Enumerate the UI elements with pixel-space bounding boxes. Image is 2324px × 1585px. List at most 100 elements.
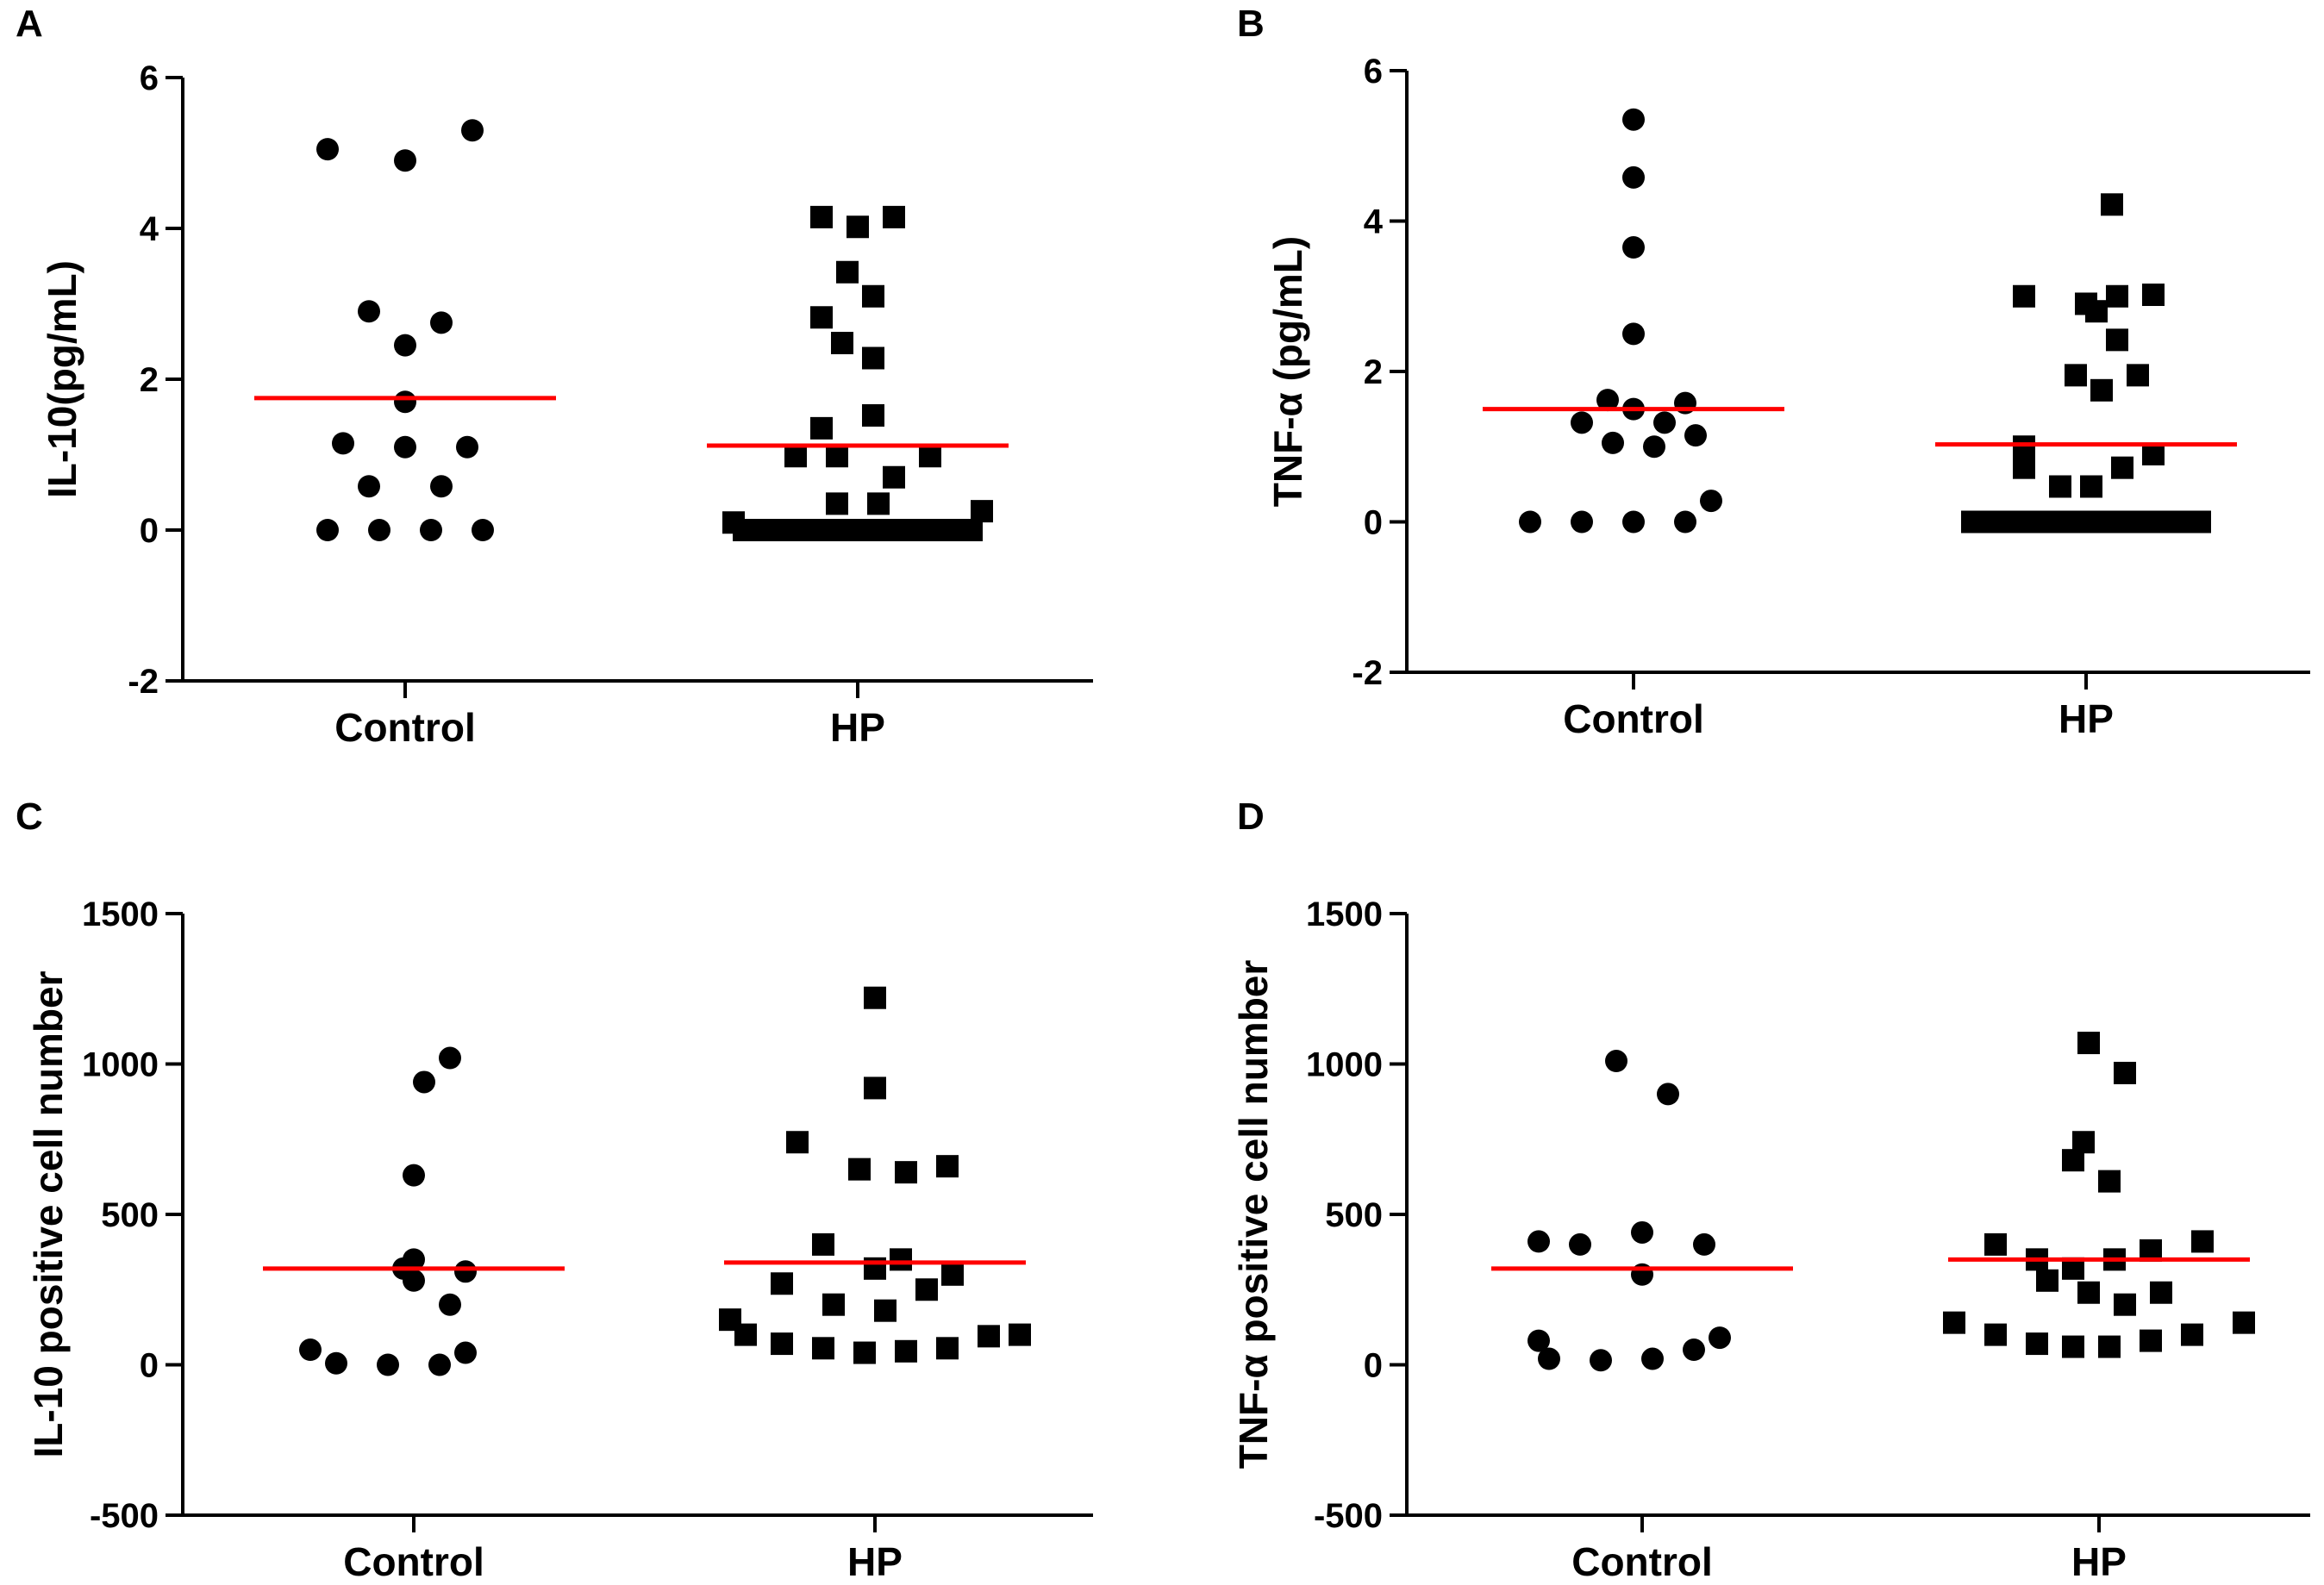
x-category-label: Control [1563,696,1704,741]
y-axis-title: IL-10 positive cell number [26,970,71,1457]
data-point-square [2142,284,2165,307]
data-point-square [978,1325,1000,1348]
data-point-circle [403,1269,425,1292]
data-point-square [2114,1293,2136,1316]
data-point-circle [394,390,416,414]
y-tick-label: 0 [1364,504,1383,542]
data-point-circle [377,1353,399,1376]
data-point-circle [1519,510,1541,534]
data-point-square [940,519,962,541]
data-point-circle [1683,1339,1705,1362]
data-point-square [2106,510,2128,534]
data-point-circle [1622,236,1645,259]
data-point-square [848,1158,871,1181]
data-point-square [862,404,884,427]
data-point-square [771,1272,793,1295]
data-point-square [2127,364,2149,387]
data-point-square [1982,510,2004,534]
data-point-square [2065,510,2087,534]
data-point-square [1943,1311,1965,1334]
data-point-square [867,492,890,515]
x-category-label: Control [334,705,476,750]
data-point-square [2127,510,2149,534]
data-point-square [734,1323,757,1346]
data-point-square [2049,475,2071,498]
data-point-square [2098,1335,2121,1358]
data-point-circle [1605,1050,1627,1073]
data-point-square [836,519,859,541]
data-point-circle [394,334,416,357]
data-point-square [1009,1323,1031,1346]
data-point-square [857,519,879,541]
data-point-circle [430,475,453,498]
data-point-circle [1622,510,1645,534]
data-point-square [836,260,859,284]
panel-letter: C [16,796,43,838]
data-point-circle [1700,490,1722,513]
data-point-square [826,492,848,515]
y-tick-label: 1500 [1306,895,1383,933]
data-point-square [915,1278,938,1301]
data-point-circle [1684,424,1707,447]
data-point-circle [394,435,416,459]
data-point-square [2062,1149,2084,1172]
data-point-square [826,445,848,468]
data-point-square [1961,510,1984,534]
data-point-circle [299,1339,322,1362]
data-point-circle [461,119,484,142]
data-point-circle [1653,411,1676,434]
y-axis-title: TNF-α positive cell number [1231,960,1276,1470]
data-point-square [2080,475,2102,498]
y-tick-label: 500 [1325,1196,1383,1234]
data-point-circle [430,311,453,334]
data-point-square [2013,456,2035,479]
data-point-circle [316,138,339,161]
panel-b: B -2 0 2 4 6 Control HP TNF-α (pg/mL) [1237,3,2310,741]
data-point-square [784,445,807,468]
data-point-circle [1590,1349,1612,1372]
data-point-circle [1622,322,1645,346]
x-category-label: HP [2071,1539,2127,1584]
data-point-square [2065,364,2087,387]
y-tick-label: 2 [1364,353,1383,391]
y-tick-label: 2 [140,361,159,399]
y-tick-label: -500 [90,1497,159,1535]
data-point-square [2147,510,2170,534]
data-point-square [1984,1232,2007,1256]
data-point-square [2085,510,2108,534]
y-tick-label: 1000 [1306,1046,1383,1084]
y-tick-label: 500 [101,1196,159,1234]
data-point-circle [1596,389,1619,412]
data-point-square [2106,328,2128,352]
data-point-square [2168,510,2190,534]
data-point-square [919,519,941,541]
y-tick-label: 1000 [82,1046,159,1084]
y-tick-label: 0 [1364,1347,1383,1385]
data-point-square [883,205,905,228]
data-point-square [862,346,884,370]
y-tick-label: -2 [128,663,159,701]
data-point-square [2189,510,2211,534]
data-point-square [895,1161,917,1184]
data-point-square [2036,1269,2058,1292]
data-point-square [810,306,833,329]
data-point-square [2114,1061,2136,1084]
data-point-square [753,519,776,541]
data-point-square [847,215,869,239]
data-point-square [864,986,886,1009]
data-point-circle [1527,1230,1550,1253]
data-point-square [810,416,833,440]
data-point-square [895,1339,917,1363]
data-point-circle [1622,165,1645,189]
data-point-square [733,519,755,541]
y-tick-label: 4 [140,210,159,248]
x-category-label: HP [847,1539,903,1584]
data-point-square [2090,378,2113,402]
data-point-circle [316,519,339,541]
data-point-square [2098,1170,2121,1193]
data-point-circle [325,1351,347,1375]
x-category-label: HP [830,705,885,750]
y-axis-title: IL-10(pg/mL) [40,260,84,498]
data-point-square [960,519,983,541]
data-point-circle [1631,1220,1653,1244]
